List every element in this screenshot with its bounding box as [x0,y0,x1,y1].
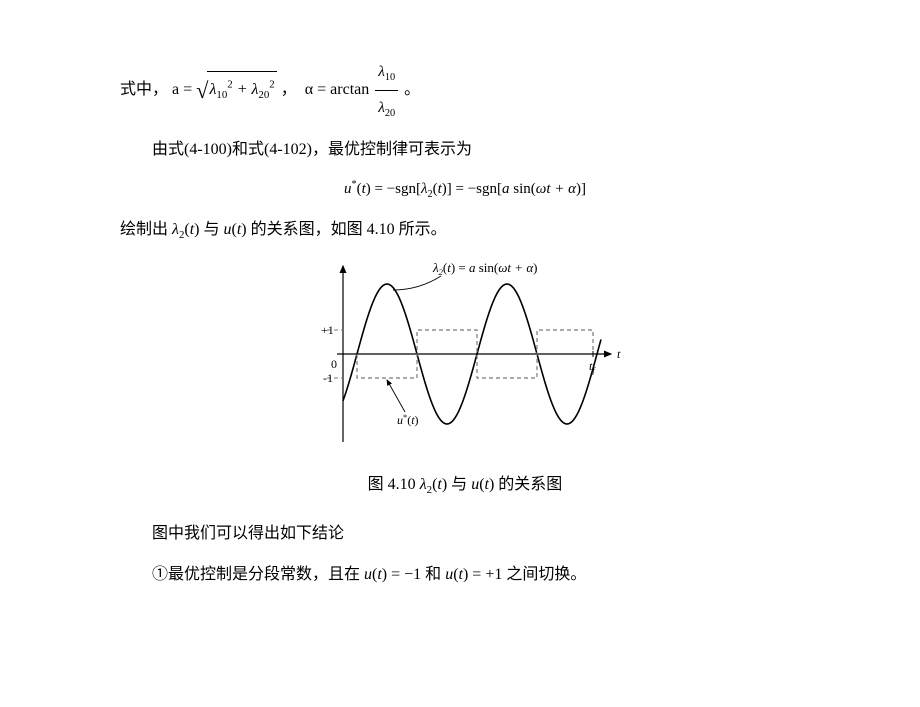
line-3: 绘制出 λ2(t) 与 u(t) 的关系图，如图 4.10 所示。 [120,212,810,248]
line-5: ①最优控制是分段常数，且在 u(t) = −1 和 u(t) = +1 之间切换… [120,557,810,592]
svg-text:λ2(t) = a sin(ωt + α): λ2(t) = a sin(ωt + α) [432,260,537,277]
fraction: λ10 λ20 [375,55,398,126]
text: ， [281,81,297,98]
line-1: 式中， a = √λ102 + λ202 ， α = arctan λ10 λ2… [120,55,810,126]
figure-caption: 图 4.10 λ2(t) 与 u(t) 的关系图 [120,467,810,503]
svg-text:-1: -1 [323,371,333,385]
svg-text:u*(t): u*(t) [397,413,419,427]
svg-text:0: 0 [331,357,337,371]
svg-text:+1: +1 [321,323,334,337]
alpha-equation: α = arctan λ10 λ20 [305,81,404,98]
center-equation: u*(t) = −sgn[λ2(t)] = −sgn[a sin(ωt + α)… [120,173,810,206]
text: 。 [404,81,420,98]
line-4: 图中我们可以得出如下结论 [120,516,810,551]
svg-text:t: t [617,347,621,361]
ustar-equation: u*(t) = −sgn[λ2(t)] = −sgn[a sin(ωt + α)… [344,181,586,197]
figure-4-10: +1-10tftλ2(t) = a sin(ωt + α)u*(t) [120,254,810,457]
line-2: 由式(4-100)和式(4-102)，最优控制律可表示为 [120,132,810,167]
sqrt: √λ102 + λ202 [196,66,277,115]
a-equation: a = √λ102 + λ202 [172,81,281,98]
text: 式中， [120,81,168,98]
chart-svg: +1-10tftλ2(t) = a sin(ωt + α)u*(t) [295,254,635,444]
